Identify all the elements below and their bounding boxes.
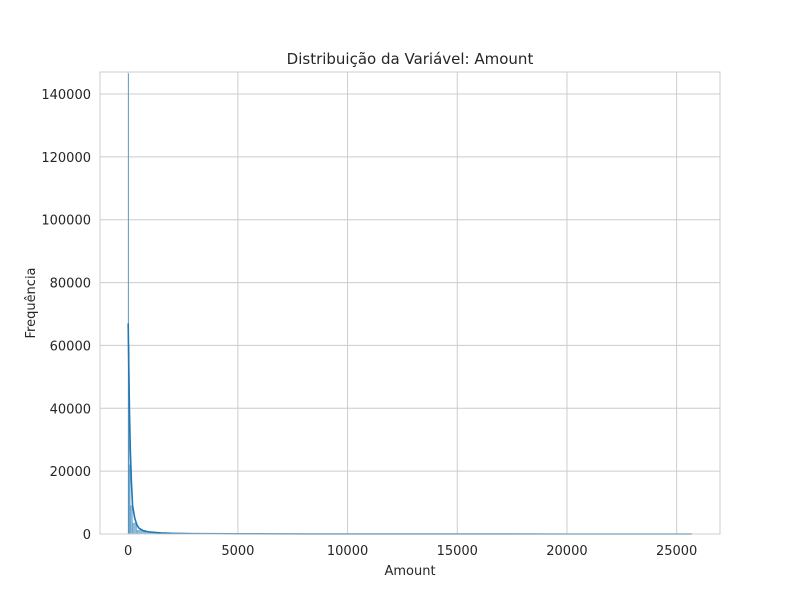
y-tick-label: 140000 xyxy=(41,88,91,103)
x-tick-label: 0 xyxy=(124,544,132,559)
y-tick-label: 80000 xyxy=(50,277,91,292)
x-tick-labels: 0 5000 10000 15000 20000 25000 xyxy=(124,544,697,559)
x-tick-label: 15000 xyxy=(437,544,478,559)
x-axis-label: Amount xyxy=(384,564,435,579)
histogram-bar xyxy=(129,464,131,535)
kde-layer xyxy=(127,323,692,535)
y-tick-label: 60000 xyxy=(50,339,91,354)
grid-layer xyxy=(100,72,720,535)
y-tick-label: 100000 xyxy=(41,214,91,229)
y-axis-label: Frequência xyxy=(24,267,39,338)
bars-layer xyxy=(128,73,195,535)
y-tick-label: 40000 xyxy=(50,402,91,417)
kde-curve xyxy=(127,323,692,535)
y-tick-label: 0 xyxy=(83,528,91,543)
x-tick-label: 20000 xyxy=(546,544,587,559)
histogram-bar xyxy=(130,505,133,535)
x-tick-label: 10000 xyxy=(327,544,368,559)
x-tick-label: 5000 xyxy=(221,544,254,559)
y-tick-labels: 0 20000 40000 60000 80000 100000 120000 140000 xyxy=(41,88,91,543)
chart-title: Distribuição da Variável: Amount xyxy=(287,50,534,68)
y-tick-label: 120000 xyxy=(41,151,91,166)
y-tick-label: 20000 xyxy=(50,465,91,480)
x-tick-label: 25000 xyxy=(656,544,697,559)
plot-frame xyxy=(99,71,721,535)
